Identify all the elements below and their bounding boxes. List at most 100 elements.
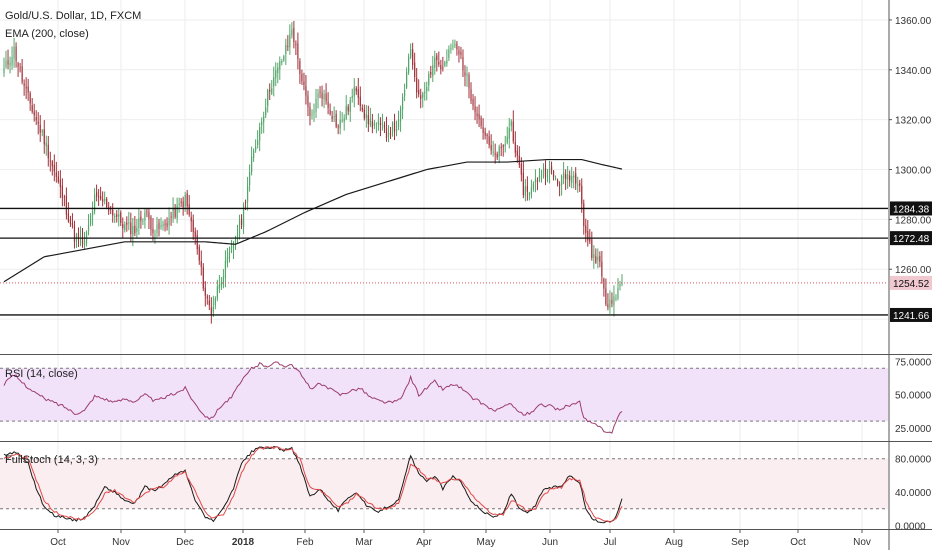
candle-body xyxy=(532,183,535,189)
candle-body xyxy=(154,234,156,236)
stoch-tick-label: 80.0000 xyxy=(895,455,932,466)
candle-body xyxy=(104,198,106,201)
candle-body xyxy=(261,121,263,126)
candle-body xyxy=(85,231,88,244)
candle-body xyxy=(514,142,516,153)
candle-body xyxy=(486,134,488,136)
candle-body xyxy=(516,150,518,156)
candle-body xyxy=(83,240,86,246)
candle-body xyxy=(33,111,35,116)
candle-body xyxy=(13,46,15,59)
candle-body xyxy=(428,74,430,86)
candle-body xyxy=(263,116,265,123)
price-axis[interactable]: 1284.38 1272.48 1241.66 1254.52 1260.00 1280.… xyxy=(889,16,932,533)
candle-body xyxy=(544,167,547,177)
candle-body xyxy=(621,282,623,285)
candle-body xyxy=(391,122,394,133)
candle-body xyxy=(561,176,563,186)
candle-body xyxy=(410,49,412,58)
time-axis[interactable]: Oct Nov Dec 2018 Feb Mar Apr May Jun Jul Aug Sep Oct… xyxy=(50,530,871,548)
candle-body xyxy=(23,83,25,86)
candle-body xyxy=(504,144,506,147)
candle-body xyxy=(228,252,231,259)
candle-body xyxy=(403,89,406,96)
candle-body xyxy=(339,119,341,129)
stochastic-pane[interactable] xyxy=(3,446,623,524)
candle-body xyxy=(140,216,142,221)
candle-body xyxy=(397,119,400,127)
candle-body xyxy=(408,56,410,73)
candle-body xyxy=(569,175,571,181)
candle-body xyxy=(619,284,621,287)
candle-body xyxy=(508,127,510,139)
candle-body xyxy=(476,113,478,117)
last-price-label-box xyxy=(890,275,932,290)
candle-body xyxy=(434,57,436,68)
candle-body xyxy=(172,208,174,219)
candle-body xyxy=(337,126,339,128)
time-tick-label: Feb xyxy=(296,537,314,548)
candle-body xyxy=(450,48,452,50)
candle-body xyxy=(452,46,454,48)
candle-body xyxy=(325,93,327,102)
candle-body xyxy=(478,114,480,120)
candle-body xyxy=(39,124,41,133)
candle-body xyxy=(150,216,152,230)
candle-body xyxy=(331,116,333,119)
candle-body xyxy=(387,132,390,138)
candle-body xyxy=(554,177,557,179)
candle-body xyxy=(333,115,335,118)
candle-body xyxy=(136,227,138,232)
candle-body xyxy=(506,136,508,143)
candle-body xyxy=(106,198,108,208)
candle-body xyxy=(389,132,392,136)
candle-body xyxy=(112,209,114,216)
candle-body xyxy=(220,282,223,287)
candle-body xyxy=(460,51,462,56)
candle-body xyxy=(210,307,212,315)
candle-body xyxy=(246,186,249,202)
candle-body xyxy=(438,61,440,65)
candle-body xyxy=(420,95,422,99)
candle-body xyxy=(142,220,144,222)
candle-body xyxy=(188,204,190,215)
candle-body xyxy=(556,180,559,184)
candle-body xyxy=(184,195,186,207)
candle-body xyxy=(351,96,353,99)
candle-body xyxy=(579,183,581,186)
candle-body xyxy=(494,153,496,155)
level-label: 1284.38 xyxy=(893,204,930,215)
candle-body xyxy=(9,62,11,66)
candle-body xyxy=(496,153,498,158)
price-pane[interactable] xyxy=(0,20,888,324)
candle-body xyxy=(522,172,524,196)
time-tick-label: Jun xyxy=(542,537,558,548)
candle-body xyxy=(273,77,275,87)
candle-body xyxy=(484,131,486,136)
candle-body xyxy=(349,100,351,112)
candle-body xyxy=(234,239,237,244)
candle-body xyxy=(563,172,565,179)
candle-body xyxy=(466,73,468,77)
candle-body xyxy=(317,93,319,98)
candle-body xyxy=(558,184,561,186)
candle-body xyxy=(367,115,369,124)
candle-body xyxy=(357,89,359,98)
rsi-pane[interactable] xyxy=(3,361,623,434)
price-tick-label: 1280.00 xyxy=(895,215,932,226)
level-label-box xyxy=(890,201,932,216)
candle-body xyxy=(244,202,247,204)
candle-body xyxy=(257,140,259,146)
candle-body xyxy=(192,219,194,232)
candle-body xyxy=(214,298,216,306)
candle-body xyxy=(93,194,96,212)
candle-body xyxy=(299,61,301,74)
candle-body xyxy=(488,136,490,145)
candle-body xyxy=(591,239,593,259)
candle-body xyxy=(259,127,261,141)
candle-body xyxy=(128,222,130,224)
candle-body xyxy=(538,175,541,181)
candle-body xyxy=(242,204,245,227)
candle-body xyxy=(293,27,295,43)
